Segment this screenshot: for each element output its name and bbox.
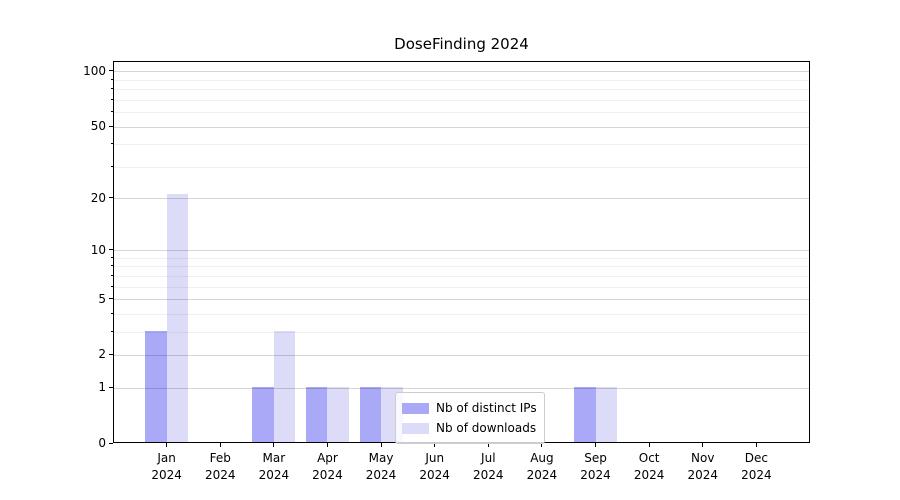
y-tick-label: 5 bbox=[98, 291, 106, 306]
chart-title: DoseFinding 2024 bbox=[394, 35, 529, 53]
legend-label-distinct-ips: Nb of distinct IPs bbox=[436, 401, 537, 415]
x-tick-mark bbox=[166, 443, 168, 447]
x-tick-mark bbox=[755, 443, 757, 447]
major-gridline bbox=[114, 198, 809, 200]
y-tick-mark bbox=[109, 125, 113, 127]
y-tick-label: 2 bbox=[98, 347, 106, 362]
major-gridline bbox=[114, 71, 809, 73]
y-minor-tick-mark bbox=[111, 98, 113, 100]
minor-gridline bbox=[114, 112, 809, 114]
legend: Nb of distinct IPs Nb of downloads bbox=[395, 392, 545, 444]
y-minor-tick-mark bbox=[111, 143, 113, 145]
major-gridline bbox=[114, 354, 809, 356]
y-minor-tick-mark bbox=[111, 111, 113, 113]
bar-distinct-ips bbox=[145, 331, 167, 442]
legend-swatch-downloads bbox=[402, 422, 429, 434]
x-tick-label: Oct 2024 bbox=[633, 451, 665, 482]
y-minor-tick-mark bbox=[111, 265, 113, 267]
y-tick-mark bbox=[109, 353, 113, 355]
bar-distinct-ips bbox=[252, 387, 274, 442]
y-tick-mark bbox=[109, 197, 113, 199]
x-tick-mark bbox=[487, 443, 489, 447]
y-tick-mark bbox=[109, 442, 113, 444]
legend-swatch-distinct-ips bbox=[402, 402, 429, 414]
x-tick-mark bbox=[434, 443, 436, 447]
legend-entry-distinct-ips: Nb of distinct IPs bbox=[402, 398, 537, 418]
bar-distinct-ips bbox=[359, 387, 382, 442]
y-tick-label: 0 bbox=[98, 436, 106, 450]
minor-gridline bbox=[114, 89, 809, 91]
legend-entry-downloads: Nb of downloads bbox=[402, 418, 536, 438]
major-gridline bbox=[114, 387, 809, 389]
minor-gridline bbox=[114, 144, 809, 146]
x-tick-label: Jun 2024 bbox=[419, 451, 450, 482]
y-minor-tick-mark bbox=[111, 256, 113, 258]
y-tick-mark bbox=[109, 70, 113, 72]
bar-downloads bbox=[273, 331, 296, 442]
x-tick-mark bbox=[541, 443, 543, 447]
x-tick-label: Aug 2024 bbox=[526, 451, 558, 482]
minor-gridline bbox=[114, 266, 809, 268]
x-tick-label: Mar 2024 bbox=[258, 451, 290, 482]
y-minor-tick-mark bbox=[111, 165, 113, 167]
bar-distinct-ips bbox=[305, 387, 328, 442]
y-tick-mark bbox=[109, 298, 113, 300]
y-minor-tick-mark bbox=[111, 274, 113, 276]
y-tick-label: 10 bbox=[90, 242, 106, 257]
x-tick-label: Nov 2024 bbox=[687, 451, 719, 482]
x-tick-label: Apr 2024 bbox=[312, 451, 343, 482]
legend-label-downloads: Nb of downloads bbox=[436, 421, 537, 435]
major-gridline bbox=[114, 250, 809, 252]
minor-gridline bbox=[114, 313, 809, 315]
x-tick-label: May 2024 bbox=[365, 451, 397, 482]
x-tick-label: Feb 2024 bbox=[204, 451, 236, 482]
y-minor-tick-mark bbox=[111, 312, 113, 314]
y-minor-tick-mark bbox=[111, 88, 113, 90]
y-minor-tick-mark bbox=[111, 78, 113, 80]
bar-downloads bbox=[166, 193, 189, 442]
x-tick-label: Jul 2024 bbox=[473, 451, 504, 482]
y-tick-label: 20 bbox=[90, 190, 106, 205]
y-minor-tick-mark bbox=[111, 330, 113, 332]
bar-distinct-ips bbox=[574, 387, 596, 442]
x-tick-mark bbox=[595, 443, 597, 447]
minor-gridline bbox=[114, 275, 809, 277]
bar-downloads bbox=[327, 387, 349, 442]
minor-gridline bbox=[114, 79, 809, 81]
minor-gridline bbox=[114, 257, 809, 259]
major-gridline bbox=[114, 299, 809, 301]
x-tick-mark bbox=[648, 443, 650, 447]
bar-downloads bbox=[595, 387, 618, 442]
x-tick-label: Dec 2024 bbox=[741, 451, 772, 482]
x-tick-mark bbox=[273, 443, 275, 447]
x-tick-mark bbox=[326, 443, 328, 447]
plot-area: Nb of distinct IPs Nb of downloads bbox=[113, 61, 810, 444]
major-gridline bbox=[114, 126, 809, 128]
minor-gridline bbox=[114, 286, 809, 288]
x-tick-mark bbox=[219, 443, 221, 447]
minor-gridline bbox=[114, 99, 809, 101]
x-tick-label: Jan 2024 bbox=[151, 451, 182, 482]
y-tick-mark bbox=[109, 386, 113, 388]
minor-gridline bbox=[114, 166, 809, 168]
x-tick-mark bbox=[380, 443, 382, 447]
y-minor-tick-mark bbox=[111, 285, 113, 287]
x-tick-mark bbox=[702, 443, 704, 447]
x-tick-label: Sep 2024 bbox=[580, 451, 611, 482]
y-tick-label: 100 bbox=[83, 63, 106, 78]
y-tick-label: 50 bbox=[90, 119, 106, 134]
y-tick-label: 1 bbox=[98, 380, 106, 395]
y-tick-mark bbox=[109, 249, 113, 251]
minor-gridline bbox=[114, 331, 809, 333]
